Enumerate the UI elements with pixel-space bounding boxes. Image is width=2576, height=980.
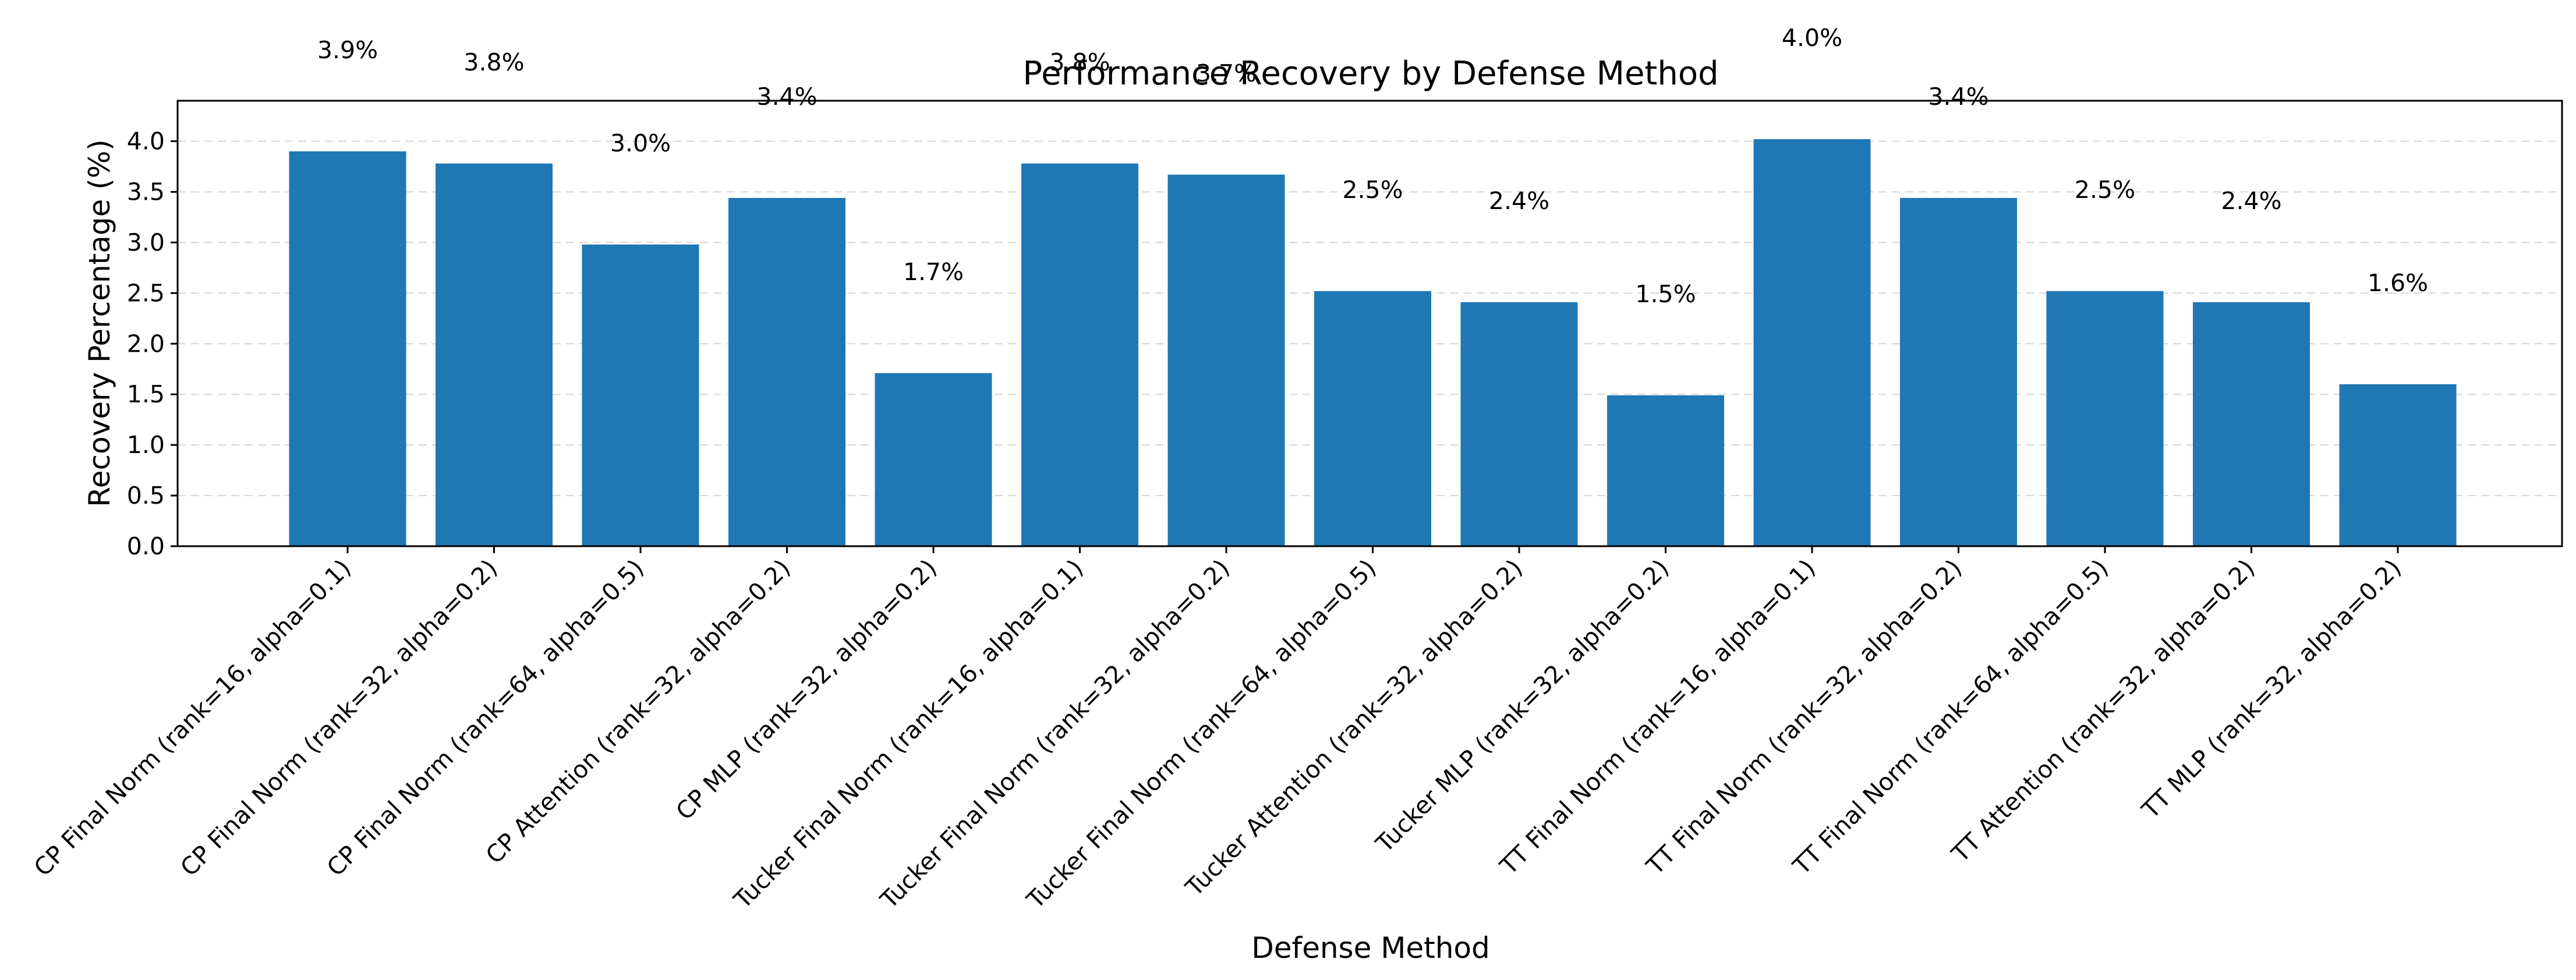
data-label: 1.5% [1635, 280, 1696, 308]
data-labels: 3.9% 3.8% 3.0% 3.4% 1.7% 3.8% 3.7% 2.5% 2.4% 1.5%… [317, 24, 2428, 308]
bar [1167, 174, 1285, 547]
x-tick-label: Tucker Attention (rank=32, alpha=0.2) [1180, 554, 1528, 902]
y-tick-label: 1.5 [127, 380, 165, 408]
y-tick-label: 1.0 [127, 431, 165, 459]
x-tick-label: CP Attention (rank=32, alpha=0.2) [480, 554, 796, 869]
x-tick-label: CP MLP (rank=32, alpha=0.2) [670, 554, 942, 826]
data-label: 2.5% [2075, 176, 2135, 204]
x-tick-label: CP Final Norm (rank=64, alpha=0.5) [321, 554, 649, 882]
x-tick-label: Tucker MLP (rank=32, alpha=0.2) [1370, 554, 1675, 858]
y-axis-label: Recovery Percentage (%) [83, 139, 116, 507]
y-tick-label: 0.5 [127, 482, 165, 510]
data-label: 3.7% [1196, 59, 1257, 87]
x-axis-label: Defense Method [1251, 931, 1490, 965]
y-tick-label: 3.5 [127, 178, 165, 206]
bar [2339, 384, 2457, 546]
chart-title: Performance Recovery by Defense Method [1022, 55, 1718, 93]
bar [1021, 163, 1138, 547]
x-axis-ticks: CP Final Norm (rank=16, alpha=0.1)CP Fin… [29, 546, 2407, 914]
bar [1753, 139, 1871, 546]
data-label: 3.4% [1928, 83, 1988, 111]
bar [289, 151, 406, 546]
bar [2046, 291, 2164, 546]
x-tick-label: CP Final Norm (rank=16, alpha=0.1) [29, 554, 356, 882]
bar [1900, 197, 2017, 547]
bar [1314, 291, 1431, 546]
y-tick-label: 3.0 [127, 228, 165, 256]
x-tick-label: TT Final Norm (rank=16, alpha=0.1) [1494, 554, 1821, 880]
data-label: 3.0% [610, 129, 671, 157]
bar [1607, 395, 1724, 546]
data-label: 1.6% [2368, 269, 2428, 297]
data-label: 3.4% [756, 83, 817, 111]
bar [728, 197, 845, 547]
bar [2193, 302, 2310, 546]
data-label: 2.4% [1489, 187, 1549, 215]
data-label: 3.8% [1049, 48, 1110, 76]
data-label: 2.5% [1342, 176, 1403, 204]
y-tick-label: 2.5 [127, 279, 165, 307]
y-axis-ticks: 0.0 0.5 1.0 1.5 2.0 2.5 3.0 3.5 4.0 [127, 128, 178, 560]
bars [289, 139, 2457, 547]
data-label: 3.9% [317, 36, 378, 64]
data-label: 4.0% [1782, 24, 1842, 52]
y-tick-label: 0.0 [127, 532, 165, 560]
x-tick-label: TT Final Norm (rank=32, alpha=0.2) [1641, 554, 1968, 880]
x-tick-label: TT Final Norm (rank=64, alpha=0.5) [1787, 554, 2114, 880]
x-tick-label: TT MLP (rank=32, alpha=0.2) [2136, 554, 2407, 824]
bar [582, 244, 699, 546]
bar [875, 373, 992, 546]
bar [436, 163, 553, 547]
data-label: 1.7% [903, 258, 964, 286]
data-label: 3.8% [463, 48, 524, 76]
x-tick-label: CP Final Norm (rank=32, alpha=0.2) [175, 554, 503, 882]
data-label: 2.4% [2221, 187, 2281, 215]
y-tick-label: 2.0 [127, 330, 165, 358]
bar [1460, 302, 1578, 546]
y-tick-label: 4.0 [127, 128, 165, 155]
x-tick-label: TT Attention (rank=32, alpha=0.2) [1946, 554, 2260, 868]
plot-area-frame [176, 100, 2563, 547]
